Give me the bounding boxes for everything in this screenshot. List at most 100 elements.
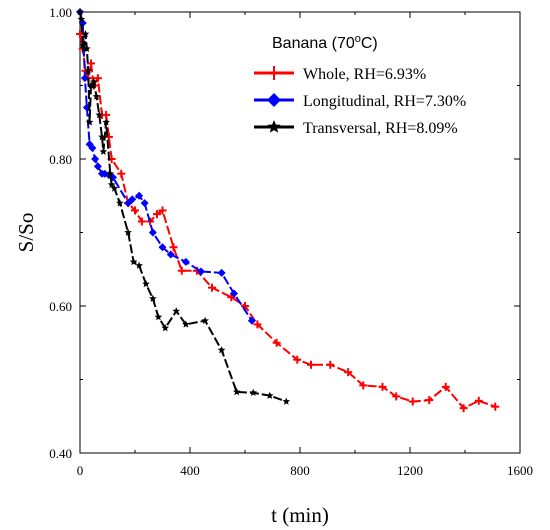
star-marker [182, 320, 190, 328]
plus-marker [117, 169, 126, 178]
star-marker [95, 110, 104, 119]
x-tick-label: 1200 [397, 463, 423, 478]
star-marker [201, 316, 209, 324]
star-marker [107, 180, 116, 188]
star-marker [142, 279, 150, 288]
plus-marker [344, 368, 353, 377]
plus-marker [76, 30, 84, 39]
diamond-marker [197, 267, 205, 276]
y-tick-label: 0.40 [49, 446, 72, 461]
plus-marker [359, 381, 368, 390]
diamond-marker [267, 93, 281, 107]
x-axis-label: t (min) [271, 503, 329, 527]
star-marker [161, 324, 170, 332]
plus-marker [326, 360, 335, 369]
plus-marker [93, 74, 102, 83]
plus-marker [131, 206, 139, 215]
star-marker [92, 92, 101, 100]
star-marker [89, 77, 98, 86]
star-marker [149, 294, 157, 302]
legend-title-sup: o [355, 33, 361, 45]
y-tick-label: 1.00 [49, 5, 72, 20]
plus-marker [158, 206, 167, 215]
star-marker [106, 169, 115, 177]
star-marker [76, 8, 84, 16]
legend-entry: Longitudinal, RH=7.30% [254, 93, 466, 110]
star-marker [81, 30, 90, 38]
star-marker [110, 184, 119, 192]
legend-title-suffix: C) [361, 35, 378, 52]
diamond-marker [166, 250, 175, 259]
y-tick-label: 0.60 [49, 299, 72, 314]
legend-title: Banana (70oC) [272, 33, 378, 52]
plus-marker [104, 132, 113, 141]
y-axis-label: S/So [14, 213, 38, 253]
diamond-marker [93, 162, 102, 171]
x-axis-ticks: 0 400 800 1200 1600 [77, 12, 533, 478]
star-marker [84, 66, 93, 75]
star-marker [217, 346, 226, 354]
star-marker [116, 199, 124, 207]
star-marker [172, 307, 181, 315]
legend-label: Longitudinal, RH=7.30% [303, 93, 466, 110]
plus-marker [459, 404, 468, 413]
series-line [79, 11, 287, 403]
x-tick-label: 1600 [507, 463, 533, 478]
star-marker [265, 391, 274, 399]
diamond-marker [217, 268, 226, 277]
series-layer [76, 8, 500, 413]
x-tick-label: 800 [290, 463, 310, 478]
diamond-marker [247, 316, 256, 325]
series-3 [76, 8, 291, 405]
plus-marker [408, 397, 417, 406]
star-marker [124, 228, 132, 236]
diamond-marker [91, 155, 100, 163]
plus-marker [307, 360, 315, 369]
plus-marker [87, 59, 95, 68]
plus-marker [293, 355, 302, 364]
plus-marker [208, 283, 216, 292]
star-marker [232, 388, 241, 396]
diamond-marker [88, 143, 97, 152]
diamond-marker [140, 199, 149, 208]
diamond-marker [158, 243, 167, 252]
x-tick-label: 0 [77, 463, 84, 478]
diamond-marker [181, 257, 190, 266]
legend-entry: Transversal, RH=8.09% [254, 120, 458, 137]
plus-marker [153, 210, 161, 219]
diamond-marker [148, 228, 157, 237]
plus-marker [177, 266, 186, 275]
y-axis-ticks: 0.40 0.60 0.80 1.00 [49, 5, 520, 461]
star-marker [99, 147, 108, 155]
legend-label: Whole, RH=6.93% [303, 66, 426, 83]
star-marker [249, 388, 258, 396]
star-marker [282, 397, 291, 405]
legend-entries: Whole, RH=6.93% Longitudinal, RH=7.30% Tra… [254, 66, 466, 137]
plus-marker [392, 392, 401, 401]
legend-entry: Whole, RH=6.93% [254, 66, 426, 83]
star-marker [129, 257, 138, 266]
series-line [79, 11, 253, 322]
diamond-marker [135, 191, 144, 200]
plus-marker [378, 382, 387, 391]
diamond-marker [128, 195, 137, 204]
diamond-marker [230, 289, 238, 298]
plus-marker [272, 338, 281, 347]
star-marker [77, 15, 86, 23]
star-marker [135, 261, 143, 269]
legend-label: Transversal, RH=8.09% [303, 120, 458, 137]
plus-marker [102, 110, 111, 119]
star-marker [85, 118, 94, 126]
legend: Banana (70oC) Whole, RH=6.93% Longitudina… [254, 33, 466, 137]
star-marker [154, 313, 163, 321]
plus-marker [491, 402, 500, 411]
star-marker [88, 81, 97, 89]
plus-marker [425, 396, 434, 405]
x-tick-label: 400 [180, 463, 200, 478]
legend-title-prefix: Banana (70 [272, 35, 355, 52]
plus-marker [267, 66, 281, 80]
plus-marker [169, 243, 178, 252]
y-tick-label: 0.80 [49, 152, 72, 167]
star-marker [102, 118, 110, 126]
